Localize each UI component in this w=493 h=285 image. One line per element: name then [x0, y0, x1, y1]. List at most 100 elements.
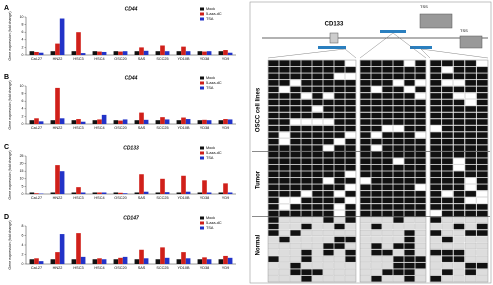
- group-label: Normal: [256, 234, 262, 255]
- bar: [34, 118, 39, 124]
- x-tick-label: YD10B: [177, 196, 189, 200]
- cpg-site: [323, 210, 334, 217]
- y-tick-label: 10: [20, 15, 24, 19]
- cpg-site: [279, 112, 290, 119]
- cpg-site: [290, 138, 301, 145]
- cpg-site: [301, 177, 312, 184]
- cpg-site: [453, 223, 465, 230]
- bar: [202, 180, 207, 194]
- panel-label: B: [4, 74, 9, 81]
- bar: [55, 252, 60, 264]
- y-tick-label: 10: [20, 177, 24, 181]
- cpg-site: [360, 262, 371, 269]
- cpg-site: [301, 145, 312, 152]
- cpg-site: [404, 177, 415, 184]
- cpg-site: [360, 66, 371, 73]
- cpg-site: [371, 60, 382, 67]
- cpg-site: [404, 99, 415, 106]
- cpg-site: [404, 236, 415, 243]
- cpg-site: [334, 151, 345, 158]
- cpg-site: [301, 210, 312, 217]
- cpg-site: [404, 184, 415, 191]
- bar: [202, 119, 207, 124]
- cpg-site: [476, 243, 488, 250]
- cpg-site: [312, 243, 323, 250]
- cpg-site: [334, 275, 345, 282]
- cpg-site: [371, 262, 382, 269]
- cpg-site: [382, 138, 393, 145]
- cpg-site: [441, 66, 453, 73]
- cpg-site: [404, 164, 415, 171]
- cpg-site: [345, 106, 356, 112]
- y-tick-label: 6: [22, 30, 24, 34]
- cpg-site: [360, 79, 371, 86]
- bar: [34, 193, 39, 194]
- cpg-site: [453, 190, 465, 197]
- cpg-site: [382, 275, 393, 282]
- cpg-site: [334, 79, 345, 86]
- cpg-site: [430, 275, 442, 282]
- cpg-site: [441, 171, 453, 178]
- legend-swatch: [200, 7, 204, 11]
- cpg-site: [279, 223, 290, 230]
- cpg-site: [453, 145, 465, 152]
- cpg-site: [301, 236, 312, 243]
- cpg-site: [312, 262, 323, 269]
- bar: [185, 258, 191, 264]
- cpg-site: [382, 197, 393, 204]
- cpg-site: [301, 106, 312, 112]
- x-tick-label: OSC20: [114, 196, 126, 200]
- cpg-site: [453, 230, 465, 236]
- bar: [185, 191, 191, 194]
- cpg-site: [393, 197, 404, 204]
- cpg-site: [476, 151, 488, 158]
- cpg-site: [476, 269, 488, 276]
- bar: [122, 51, 128, 55]
- tss-label: TSS: [460, 28, 468, 33]
- cpg-site: [476, 79, 488, 86]
- y-tick-label: 0: [22, 122, 24, 126]
- cpg-site: [404, 275, 415, 282]
- cpg-site: [360, 230, 371, 236]
- cpg-site: [301, 86, 312, 93]
- bar: [227, 52, 233, 55]
- cpg-site: [290, 79, 301, 86]
- cpg-site: [345, 164, 356, 171]
- legend-label: Mock: [206, 146, 215, 150]
- cpg-site: [279, 197, 290, 204]
- cpg-site: [345, 190, 356, 197]
- bar: [76, 119, 81, 124]
- cpg-site: [382, 177, 393, 184]
- bar: [164, 51, 170, 55]
- bar: [92, 192, 98, 194]
- cpg-site: [430, 119, 442, 125]
- cpg-site: [360, 151, 371, 158]
- cpg-site: [371, 138, 382, 145]
- cpg-site: [279, 249, 290, 256]
- cpg-site: [441, 190, 453, 197]
- cpg-site: [323, 203, 334, 210]
- cpg-site: [268, 112, 279, 119]
- cpg-site: [312, 92, 323, 99]
- cpg-site: [268, 269, 279, 276]
- cpg-site: [430, 171, 442, 178]
- bar: [218, 120, 224, 124]
- cpg-site: [279, 243, 290, 250]
- bar: [218, 51, 224, 55]
- cpg-site: [371, 125, 382, 132]
- cpg-site: [441, 106, 453, 112]
- cpg-site: [312, 210, 323, 217]
- cpg-site: [334, 119, 345, 125]
- bar: [29, 51, 35, 55]
- cpg-site: [279, 73, 290, 80]
- bar: [134, 51, 140, 55]
- cpg-site: [415, 92, 426, 99]
- cpg-site: [441, 132, 453, 139]
- legend-swatch: [200, 146, 204, 150]
- cpg-site: [441, 138, 453, 145]
- cpg-site: [465, 275, 477, 282]
- gene-name: CD133: [325, 22, 344, 28]
- cpg-site: [334, 125, 345, 132]
- cpg-site: [382, 60, 393, 67]
- cpg-site: [441, 145, 453, 152]
